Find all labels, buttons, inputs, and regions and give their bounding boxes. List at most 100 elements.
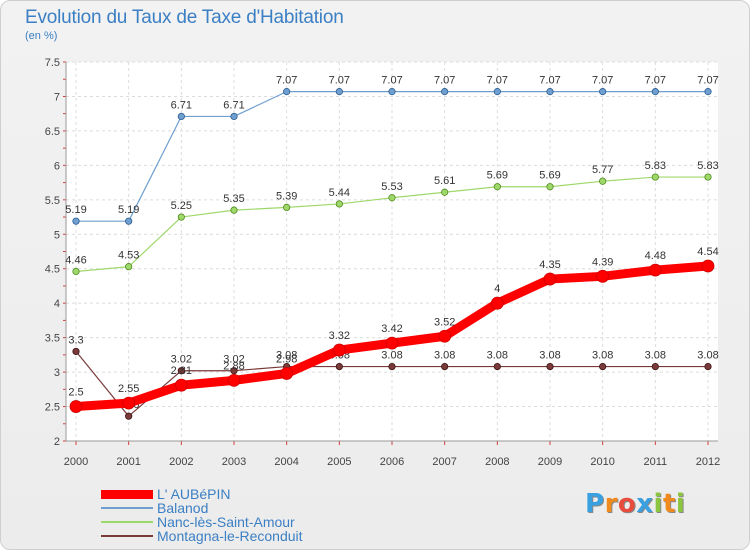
data-point-nanc-l-s-saint-amour [441,188,449,196]
data-point-montagna-le-reconduit [72,347,80,356]
data-label-montagna-le-reconduit: 3.02 [223,354,244,366]
legend-swatch [101,521,153,523]
data-label-l-aub-pin: 4.54 [697,246,718,258]
x-tick-label: 2008 [485,456,509,468]
chart-unit: (en %) [25,30,58,42]
data-point-montagna-le-reconduit [546,362,554,371]
y-tick-label: 5.5 [45,195,60,207]
x-tick-label: 2004 [274,456,298,468]
data-label-nanc-l-s-saint-amour: 5.39 [276,190,297,202]
data-point-nanc-l-s-saint-amour [546,183,554,191]
data-label-l-aub-pin: 2.5 [68,387,83,399]
data-label-l-aub-pin: 3.42 [381,323,402,335]
data-point-l-aub-pin [122,396,136,410]
legend-swatch [101,489,153,499]
data-label-l-aub-pin: 4.39 [592,256,613,268]
data-point-balanod [230,112,238,121]
data-label-nanc-l-s-saint-amour: 5.53 [381,181,402,193]
data-point-balanod [335,88,343,96]
data-label-l-aub-pin: 2.81 [171,365,192,377]
logo-letter: t [662,489,676,519]
data-label-balanod: 5.19 [118,204,139,216]
data-point-montagna-le-reconduit [704,362,712,371]
x-tick-label: 2005 [327,456,351,468]
data-label-montagna-le-reconduit: 3.08 [539,350,560,362]
y-tick-label: 2.5 [45,402,60,414]
plot-area [66,62,718,441]
y-tick-label: 6.5 [45,126,60,138]
data-point-nanc-l-s-saint-amour [388,194,396,202]
y-tick-label: 7 [54,91,60,103]
data-label-nanc-l-s-saint-amour: 5.83 [645,160,666,172]
data-point-l-aub-pin [701,259,715,273]
data-label-nanc-l-s-saint-amour: 4.46 [65,254,86,266]
data-label-l-aub-pin: 2.88 [223,360,244,372]
data-point-balanod [651,88,659,96]
data-point-balanod [177,112,185,121]
data-label-nanc-l-s-saint-amour: 5.25 [171,200,192,212]
x-tick-label: 2007 [432,456,456,468]
data-point-balanod [599,88,607,96]
logo-letter: i [675,489,686,519]
data-point-l-aub-pin [596,269,610,283]
x-tick-label: 2002 [169,456,193,468]
data-point-nanc-l-s-saint-amour [230,206,238,214]
data-point-nanc-l-s-saint-amour [599,177,607,185]
logo-letter: r [604,489,618,519]
data-point-l-aub-pin [174,378,188,392]
data-label-balanod: 7.07 [487,75,508,87]
legend-swatch [101,507,153,509]
logo-letter: o [617,489,637,519]
y-tick-label: 4 [54,298,60,310]
y-tick-label: 6 [54,160,60,172]
data-point-nanc-l-s-saint-amour [283,203,291,211]
data-label-montagna-le-reconduit: 3.08 [276,350,297,362]
data-point-l-aub-pin [490,296,504,310]
data-label-montagna-le-reconduit: 3.08 [487,350,508,362]
data-point-montagna-le-reconduit [388,362,396,371]
data-point-balanod [704,88,712,96]
data-point-l-aub-pin [438,329,452,343]
data-label-balanod: 7.07 [539,75,560,87]
data-point-montagna-le-reconduit [599,362,607,371]
data-point-nanc-l-s-saint-amour [177,213,185,221]
data-label-nanc-l-s-saint-amour: 4.53 [118,250,139,262]
data-label-nanc-l-s-saint-amour: 5.69 [539,170,560,182]
data-point-l-aub-pin [543,272,557,286]
logo-letter: i [653,489,663,519]
data-point-nanc-l-s-saint-amour [493,183,501,191]
data-point-balanod [125,217,133,225]
logo-letter: P [585,489,605,519]
data-point-montagna-le-reconduit [335,362,343,371]
data-label-l-aub-pin: 2.98 [276,353,297,365]
data-label-balanod: 7.07 [434,75,455,87]
data-point-balanod [493,88,501,96]
y-tick-label: 5 [54,229,60,241]
data-point-montagna-le-reconduit [651,362,659,371]
data-label-l-aub-pin: 2.55 [118,383,139,395]
data-label-montagna-le-reconduit: 3.08 [434,350,455,362]
legend-label: Balanod [157,500,209,516]
legend-swatch [101,535,153,537]
data-point-nanc-l-s-saint-amour [704,173,712,181]
legend-label: Montagna-le-Reconduit [157,528,303,544]
x-tick-label: 2000 [64,456,88,468]
logo-letter: x [636,489,654,519]
data-point-l-aub-pin [280,367,294,380]
data-label-balanod: 7.07 [381,75,402,87]
data-label-l-aub-pin: 3.32 [329,330,350,342]
chart-title: Evolution du Taux de Taxe d'Habitation [25,7,344,28]
data-point-l-aub-pin [385,336,399,350]
data-label-montagna-le-reconduit: 3.08 [592,350,613,362]
data-label-l-aub-pin: 4 [494,283,500,295]
data-point-balanod [441,88,449,96]
data-point-balanod [72,217,80,225]
y-tick-label: 3 [54,367,60,379]
data-label-nanc-l-s-saint-amour: 5.69 [487,170,508,182]
data-point-l-aub-pin [227,373,241,387]
data-point-l-aub-pin [69,400,83,413]
x-tick-label: 2006 [380,456,404,468]
data-point-nanc-l-s-saint-amour [335,200,343,208]
data-label-l-aub-pin: 4.35 [539,259,560,271]
